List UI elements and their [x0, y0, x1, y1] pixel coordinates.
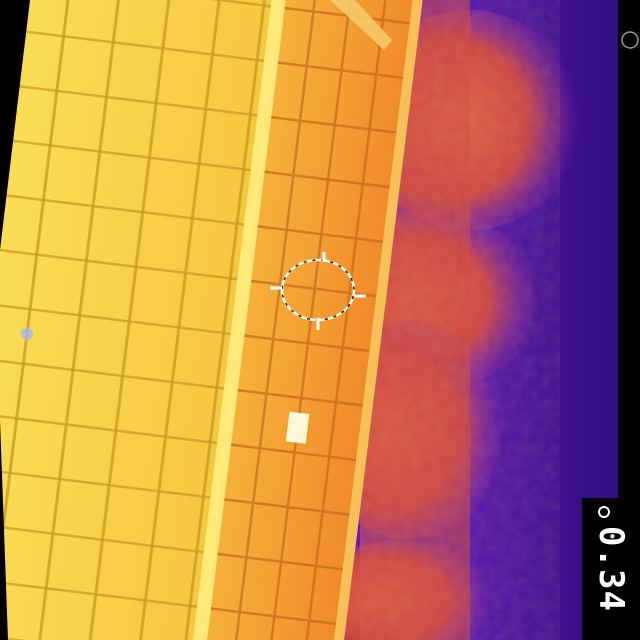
crosshair-reticle-icon	[270, 252, 366, 330]
temperature-readout: 0.34	[582, 498, 640, 640]
temperature-value: 0.34	[591, 526, 631, 612]
degree-icon	[598, 506, 610, 518]
solar-panel-array	[0, 0, 427, 640]
